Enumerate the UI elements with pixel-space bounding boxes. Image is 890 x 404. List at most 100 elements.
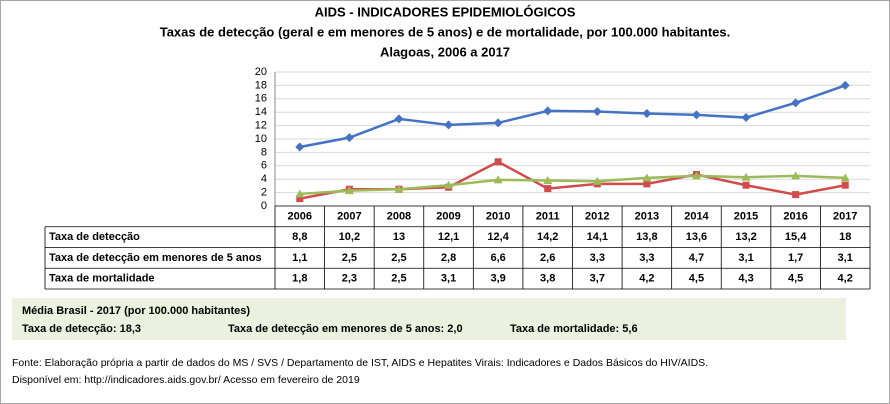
table-value: 2,5 xyxy=(342,252,357,264)
marker xyxy=(741,172,751,181)
x-tick-label: 2015 xyxy=(734,210,758,222)
marker xyxy=(791,98,801,108)
source-line: Disponível em: http://indicadores.aids.g… xyxy=(12,374,360,386)
table-value: 2,6 xyxy=(540,252,555,264)
table-value: 8,8 xyxy=(292,231,307,243)
marker xyxy=(543,106,553,116)
table-value: 10,2 xyxy=(339,231,360,243)
x-tick-label: 2010 xyxy=(486,210,510,222)
table-value: 4,7 xyxy=(689,252,704,264)
line xyxy=(299,84,846,149)
marker xyxy=(444,120,454,130)
marker xyxy=(643,180,651,188)
table-value: 3,3 xyxy=(590,252,605,264)
table-value: 1,8 xyxy=(292,273,307,285)
table-value: 13 xyxy=(393,231,405,243)
x-tick-label: 2013 xyxy=(635,210,659,222)
y-tick-label: 20 xyxy=(255,66,267,78)
y-tick-label: 0 xyxy=(261,200,267,212)
marker xyxy=(493,175,503,184)
marker xyxy=(544,185,552,193)
marker xyxy=(840,173,850,182)
line xyxy=(299,174,846,196)
table-value: 6,6 xyxy=(490,252,505,264)
table-value: 3,1 xyxy=(441,273,456,285)
source-line: Fonte: Elaboração própria a partir de da… xyxy=(12,357,708,369)
table-value: 2,5 xyxy=(391,273,406,285)
table-value: 3,1 xyxy=(738,252,753,264)
marker xyxy=(444,180,454,189)
summary-title: Média Brasil - 2017 (por 100.000 habitan… xyxy=(22,305,250,317)
x-tick-label: 2014 xyxy=(684,210,709,222)
summary-box xyxy=(12,298,846,340)
table-value: 4,5 xyxy=(788,273,803,285)
table-value: 1,1 xyxy=(292,252,307,264)
legend-label: Taxa de detecção em menores de 5 anos xyxy=(49,252,262,264)
marker xyxy=(642,173,652,182)
marker xyxy=(792,191,800,199)
x-tick-label: 2006 xyxy=(288,210,312,222)
marker xyxy=(543,176,553,185)
y-tick-label: 14 xyxy=(255,106,267,118)
chart-title: AIDS - INDICADORES EPIDEMIOLÓGICOS xyxy=(315,4,576,19)
marker xyxy=(344,186,354,195)
marker xyxy=(742,181,750,189)
marker xyxy=(394,114,404,124)
y-tick-label: 8 xyxy=(261,146,267,158)
y-tick-label: 12 xyxy=(255,120,267,132)
y-tick-label: 2 xyxy=(261,187,267,199)
table-value: 3,1 xyxy=(838,252,853,264)
x-tick-label: 2008 xyxy=(387,210,411,222)
table-value: 2,5 xyxy=(391,252,406,264)
table-value: 12,4 xyxy=(487,231,509,243)
table-value: 13,6 xyxy=(686,231,707,243)
y-tick-label: 4 xyxy=(261,173,267,185)
marker xyxy=(394,184,404,193)
table-value: 15,4 xyxy=(785,231,807,243)
table-value: 2,3 xyxy=(342,273,357,285)
chart-subtitle: Taxas de detecção (geral e em menores de… xyxy=(160,24,731,39)
x-tick-label: 2016 xyxy=(783,210,807,222)
marker xyxy=(493,118,503,128)
table-value: 4,2 xyxy=(639,273,654,285)
marker xyxy=(592,107,602,117)
marker xyxy=(295,189,305,198)
legend-label: Taxa de mortalidade xyxy=(49,273,155,285)
marker xyxy=(691,110,701,120)
marker xyxy=(295,142,305,152)
table-value: 4,5 xyxy=(689,273,704,285)
marker xyxy=(841,181,849,189)
marker xyxy=(344,133,354,143)
table-value: 3,9 xyxy=(490,273,505,285)
x-tick-label: 2007 xyxy=(337,210,361,222)
table-value: 4,3 xyxy=(738,273,753,285)
table-value: 13,2 xyxy=(735,231,756,243)
table-value: 3,8 xyxy=(540,273,555,285)
table-value: 14,1 xyxy=(587,231,608,243)
table-value: 18 xyxy=(839,231,851,243)
x-tick-label: 2011 xyxy=(536,210,560,222)
table-value: 13,8 xyxy=(636,231,657,243)
table-value: 3,3 xyxy=(639,252,654,264)
x-tick-label: 2017 xyxy=(833,210,857,222)
y-tick-label: 6 xyxy=(261,160,267,172)
y-tick-label: 18 xyxy=(255,79,267,91)
summary-item: Taxa de detecção: 18,3 xyxy=(22,323,141,335)
table-value: 4,2 xyxy=(838,273,853,285)
marker xyxy=(642,109,652,119)
table-value: 2,8 xyxy=(441,252,456,264)
x-tick-label: 2012 xyxy=(585,210,609,222)
marker xyxy=(791,171,801,180)
marker xyxy=(592,176,602,185)
marker xyxy=(494,158,502,166)
marker xyxy=(296,195,304,203)
x-tick-label: 2009 xyxy=(436,210,460,222)
summary-item: Taxa de detecção em menores de 5 anos: 2… xyxy=(228,323,463,335)
y-tick-label: 10 xyxy=(255,133,267,145)
marker xyxy=(691,171,701,180)
table-value: 12,1 xyxy=(438,231,459,243)
marker xyxy=(840,80,850,90)
chart-period: Alagoas, 2006 a 2017 xyxy=(380,44,510,59)
